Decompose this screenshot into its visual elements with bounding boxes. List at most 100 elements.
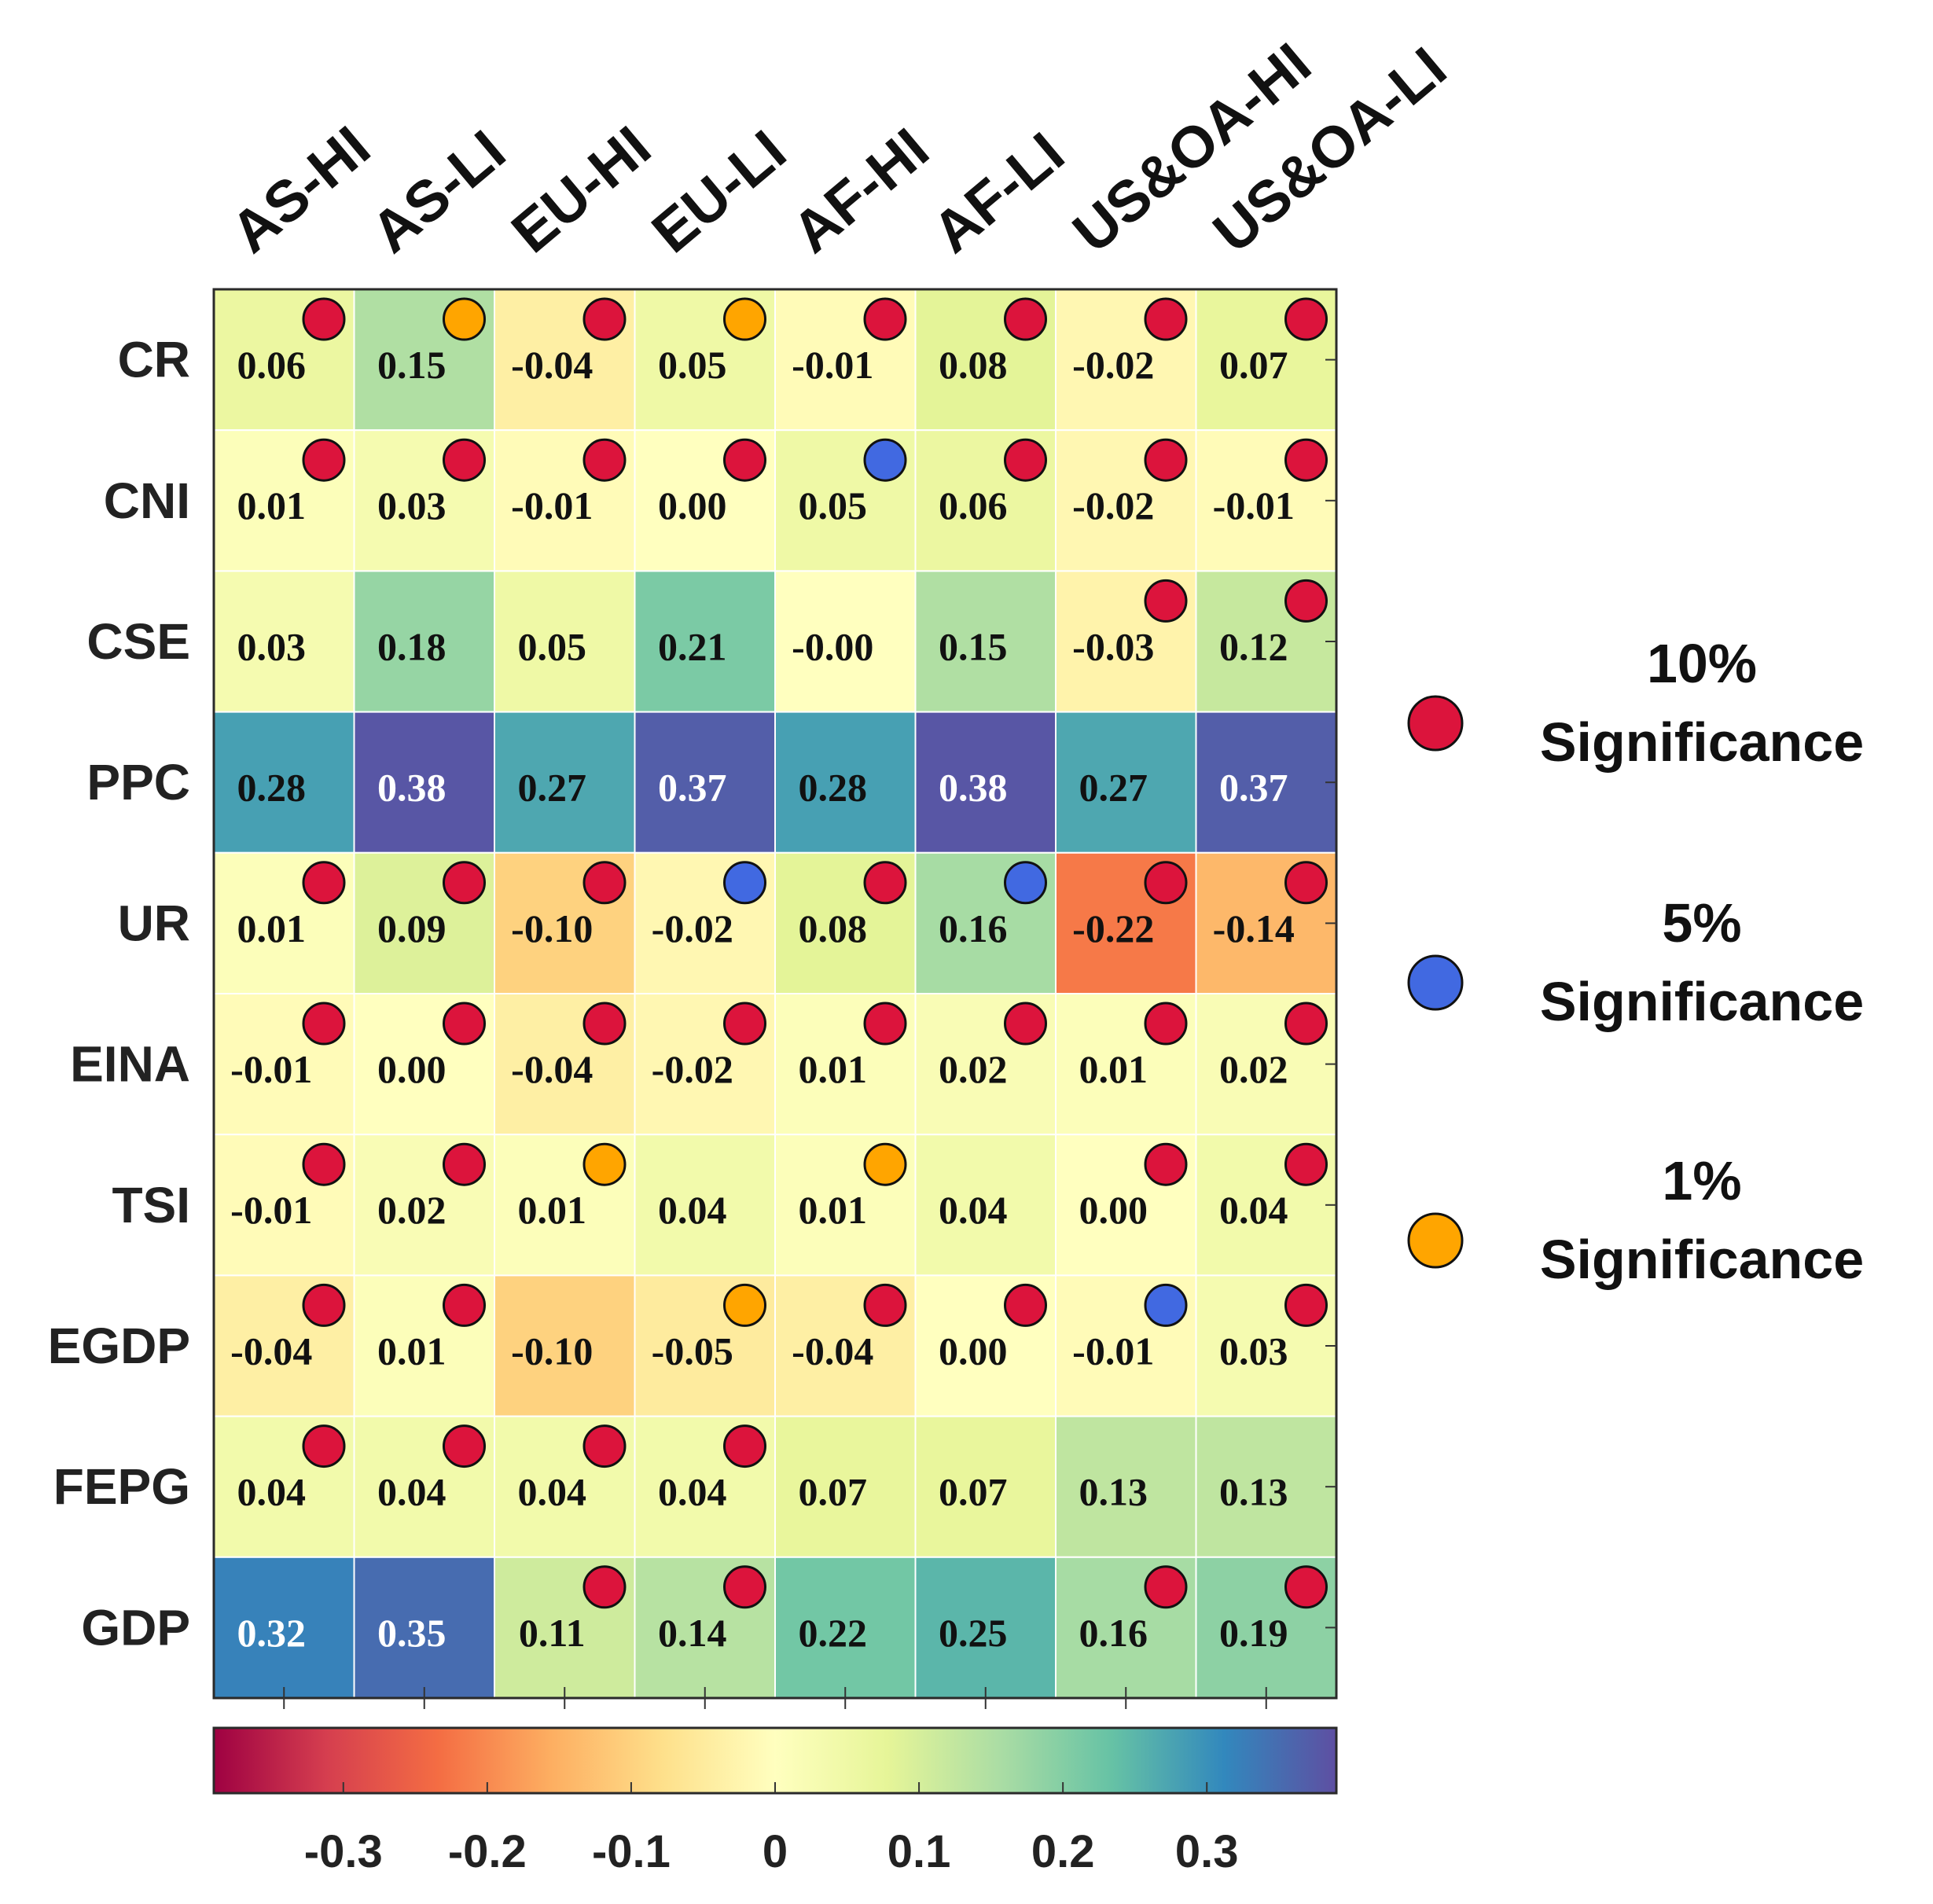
heatmap-cell [914, 1415, 1057, 1558]
heatmap-cell [774, 1415, 917, 1558]
row-labels: CR CNI CSE PPC UR EINA TSI EGDP FEPG GDP [48, 332, 190, 1656]
cell-value-label: -0.04 [511, 343, 593, 387]
heatmap-cell [494, 711, 636, 854]
heatmap-cell [914, 1556, 1057, 1700]
significance-dot [302, 297, 346, 341]
significance-dot [582, 1142, 627, 1186]
significance-dot [1284, 1142, 1328, 1186]
significance-dot [1004, 297, 1047, 341]
cell-value-label: -0.02 [652, 1047, 733, 1091]
cell-value-label: 0.00 [1079, 1188, 1148, 1232]
legend-marker [1407, 954, 1464, 1011]
legend-label-percent: 10% [1647, 633, 1757, 694]
column-label: AS-LI [359, 117, 517, 265]
significance-dot [1284, 1565, 1328, 1609]
cell-value-label: -0.01 [511, 483, 593, 527]
significance-dot [582, 861, 627, 905]
cell-value-label: 0.01 [237, 906, 307, 950]
colorbar-tick-label: -0.3 [304, 1826, 383, 1877]
significance-dot [863, 1002, 907, 1046]
significance-dot [443, 297, 486, 341]
colorbar-tick-label: 0.2 [1031, 1826, 1095, 1877]
significance-dot [723, 1424, 766, 1468]
significance-dot [443, 438, 486, 482]
heatmap-cell [213, 570, 355, 713]
cell-value-label: 0.06 [939, 483, 1008, 527]
colorbar-tick-label: -0.1 [592, 1826, 671, 1877]
cell-value-label: 0.02 [939, 1047, 1008, 1091]
significance-dot [1144, 861, 1188, 905]
cell-value-label: 0.04 [377, 1470, 447, 1514]
legend-marker [1407, 1212, 1464, 1269]
column-label: AF-HI [780, 116, 940, 265]
cell-value-label: 0.08 [799, 906, 868, 950]
significance-dot [582, 438, 627, 482]
significance-dot [1144, 1565, 1188, 1609]
significance-dot [443, 1142, 486, 1186]
cell-value-label: -0.22 [1072, 906, 1154, 950]
cell-value-label: 0.05 [799, 483, 868, 527]
significance-dot [1284, 1283, 1328, 1327]
cell-value-label: 0.22 [799, 1611, 868, 1655]
row-label: FEPG [53, 1458, 190, 1515]
cell-value-label: 0.07 [939, 1470, 1008, 1514]
cell-value-label: -0.02 [1072, 343, 1154, 387]
heatmap-cell [634, 711, 776, 854]
cell-value-label: -0.01 [792, 343, 873, 387]
significance-dot [863, 1283, 907, 1327]
cell-value-label: 0.05 [658, 343, 727, 387]
cell-value-label: 0.03 [237, 624, 307, 668]
cell-value-label: -0.14 [1213, 906, 1295, 950]
significance-dot [1144, 1002, 1188, 1046]
significance-dot [863, 438, 907, 482]
significance-dot [582, 1002, 627, 1046]
cell-value-label: 0.06 [237, 343, 307, 387]
cell-value-label: -0.04 [792, 1329, 873, 1373]
significance-dot [1144, 297, 1188, 341]
significance-dot [1004, 438, 1047, 482]
cell-value-label: 0.05 [518, 624, 587, 668]
cell-value-label: 0.18 [377, 624, 447, 668]
significance-dot [723, 297, 766, 341]
cell-value-label: -0.04 [511, 1047, 593, 1091]
column-label: AF-LI [921, 119, 1076, 265]
cell-value-label: 0.03 [1219, 1329, 1288, 1373]
significance-dot [1144, 579, 1188, 623]
significance-dot [1004, 1283, 1047, 1327]
legend-label-percent: 5% [1662, 892, 1741, 954]
cell-value-label: 0.01 [237, 483, 307, 527]
significance-dot [1004, 861, 1047, 905]
significance-dot [582, 1565, 627, 1609]
cell-value-label: -0.02 [652, 906, 733, 950]
heatmap-cell [213, 711, 355, 854]
cell-value-label: 0.04 [1219, 1188, 1288, 1232]
cell-value-label: 0.16 [1079, 1611, 1148, 1655]
significance-dot [1284, 579, 1328, 623]
heatmap-cell [494, 1274, 636, 1417]
significance-dot [1004, 1002, 1047, 1046]
cell-value-label: 0.11 [519, 1611, 586, 1655]
row-label: TSI [112, 1177, 190, 1233]
cell-value-label: 0.09 [377, 906, 447, 950]
cell-value-label: 0.27 [518, 766, 587, 810]
heatmap-border [212, 288, 1338, 1700]
cell-value-label: -0.02 [1072, 483, 1154, 527]
row-label: EINA [70, 1036, 190, 1093]
cell-value-label: 0.04 [518, 1470, 587, 1514]
significance-dot [1144, 1142, 1188, 1186]
heatmap-cell [494, 570, 636, 713]
cell-value-label: 0.02 [377, 1188, 447, 1232]
significance-dot [723, 861, 766, 905]
cell-value-label: 0.15 [377, 343, 447, 387]
cell-value-label: 0.02 [1219, 1047, 1288, 1091]
column-labels: AS-HIAS-LIEU-HIEU-LIAF-HIAF-LIUS&OA-HIUS… [219, 30, 1458, 265]
cell-value-label: 0.13 [1219, 1470, 1288, 1514]
significance-dot [1284, 438, 1328, 482]
colorbar-tick-label: -0.2 [448, 1826, 527, 1877]
significance-dot [302, 1142, 346, 1186]
cell-value-label: 0.28 [799, 766, 868, 810]
heatmap-frame [212, 288, 1338, 1700]
cell-value-label: 0.28 [237, 766, 307, 810]
significance-dot [443, 861, 486, 905]
